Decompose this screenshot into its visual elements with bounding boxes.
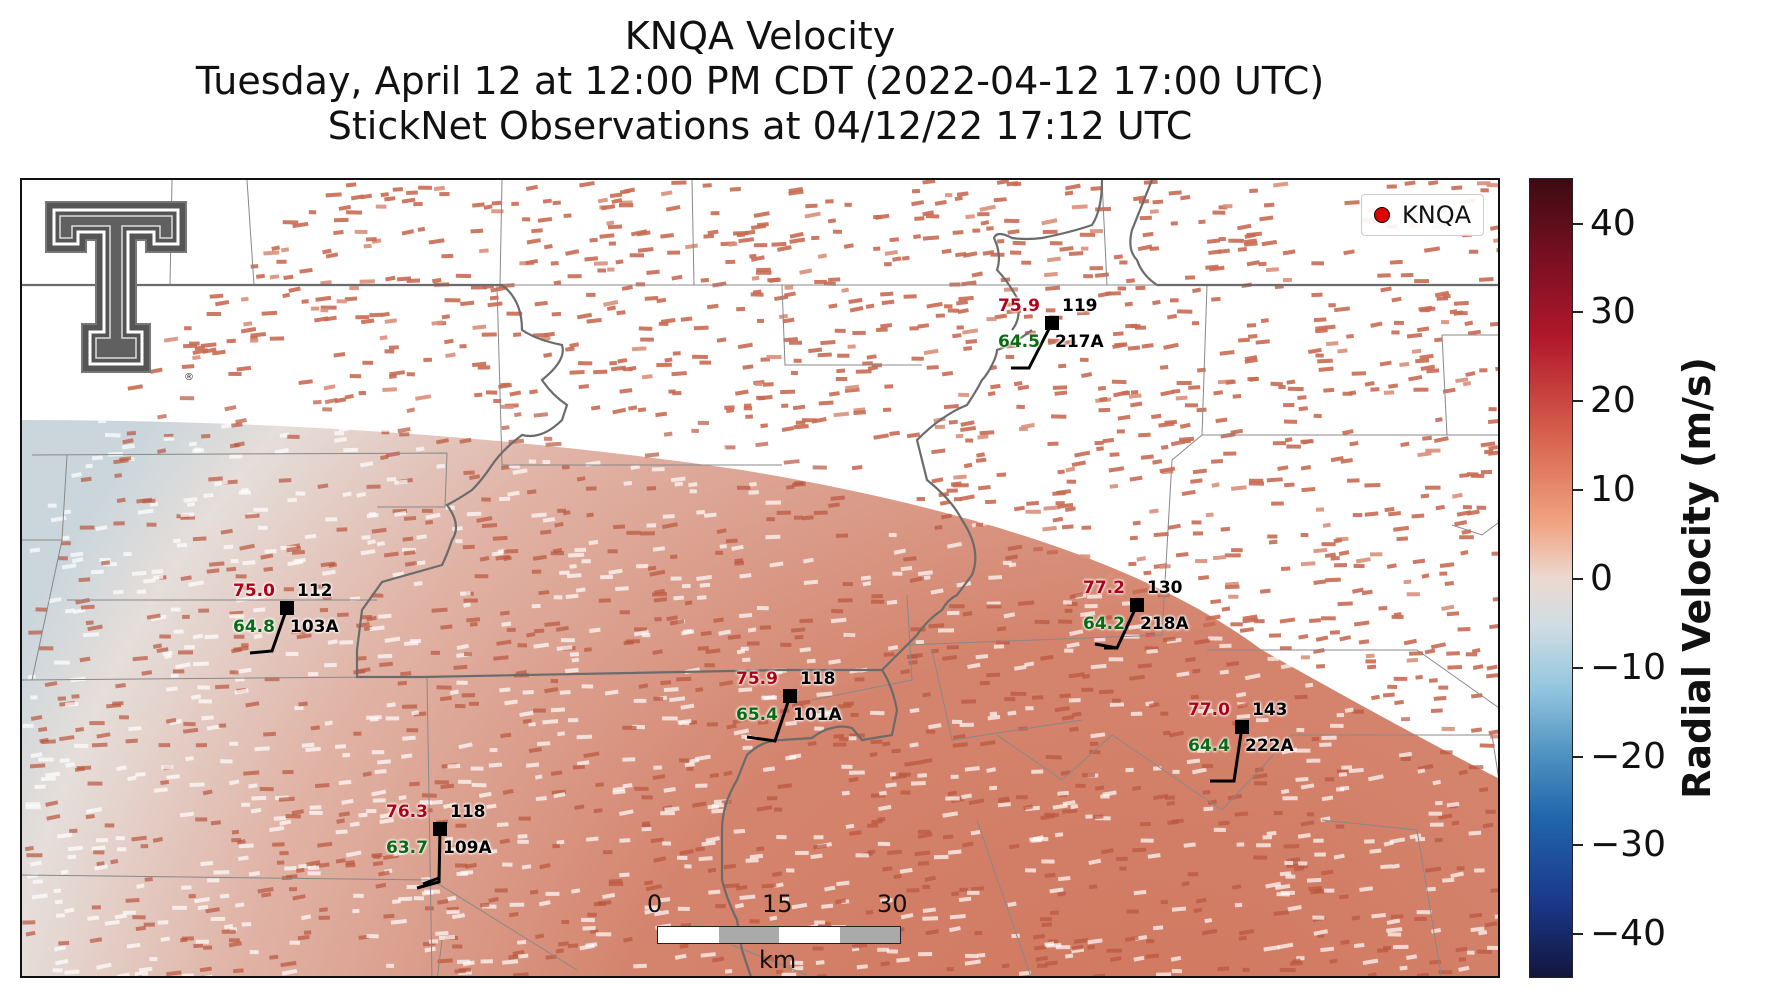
velocity-field: [22, 420, 1498, 976]
station-wind-direction: 130: [1147, 578, 1183, 598]
station-id: 109A: [443, 838, 492, 858]
colorbar-tick: [1573, 400, 1583, 402]
wind-barb-icon: [1210, 720, 1249, 783]
scale-bar: 0 15 30 km: [637, 890, 908, 974]
scale-tick-15: 15: [762, 890, 793, 918]
colorbar-tick: [1573, 756, 1583, 758]
velocity-map: [22, 180, 1498, 976]
map-legend: KNQA: [1361, 194, 1484, 236]
velocity-speckles: [22, 180, 1498, 976]
station-wind-direction: 112: [297, 581, 333, 601]
colorbar-label-neg40: −40: [1590, 913, 1666, 954]
station-dewpoint: 64.5: [998, 332, 1040, 352]
station-id: 101A: [793, 705, 842, 725]
scale-unit: km: [759, 946, 797, 974]
colorbar-label-neg10: −10: [1590, 647, 1666, 688]
velocity-colorbar: [1529, 178, 1573, 978]
colorbar-label-0: 0: [1590, 558, 1613, 599]
station-temperature: 75.9: [998, 296, 1040, 316]
colorbar-tick: [1573, 667, 1583, 669]
station-103a[interactable]: 75.0 112 64.8 103A: [233, 581, 339, 655]
registered-mark: ®: [184, 372, 194, 381]
wind-barb-icon: [1094, 598, 1144, 650]
station-218a[interactable]: 77.2 130 64.2 218A: [1083, 578, 1189, 650]
station-dewpoint: 64.4: [1188, 736, 1230, 756]
state-lines: [22, 180, 1498, 976]
wind-barb-icon: [746, 689, 797, 743]
radar-marker-icon: [1374, 207, 1390, 223]
station-dewpoint: 64.8: [233, 617, 275, 637]
title-radar: KNQA Velocity: [624, 14, 896, 58]
wind-barb-icon: [249, 601, 294, 655]
station-temperature: 76.3: [386, 802, 428, 822]
station-id: 103A: [290, 617, 339, 637]
station-222a[interactable]: 77.0 143 64.4 222A: [1188, 700, 1294, 783]
station-217a[interactable]: 75.9 119 64.5 217A: [998, 296, 1104, 370]
wind-barb-icon: [416, 822, 447, 890]
station-wind-direction: 119: [1062, 296, 1098, 316]
wind-barb-icon: [1011, 316, 1059, 370]
station-wind-direction: 118: [450, 802, 486, 822]
colorbar-tick: [1573, 578, 1583, 580]
scale-tick-0: 0: [647, 890, 663, 918]
title-datetime: Tuesday, April 12 at 12:00 PM CDT (2022-…: [195, 59, 1325, 103]
station-temperature: 75.9: [736, 669, 778, 689]
scale-segments: [657, 926, 901, 944]
station-wind-direction: 143: [1252, 700, 1288, 720]
station-id: 217A: [1055, 332, 1104, 352]
station-id: 218A: [1140, 614, 1189, 634]
colorbar-tick: [1573, 933, 1583, 935]
colorbar-label-neg30: −30: [1590, 824, 1666, 865]
figure-title: KNQA Velocity Tuesday, April 12 at 12:00…: [20, 14, 1500, 149]
station-temperature: 77.0: [1188, 700, 1230, 720]
colorbar-tick: [1573, 311, 1583, 313]
station-dewpoint: 64.2: [1083, 614, 1125, 634]
colorbar-tick: [1573, 844, 1583, 846]
station-id: 222A: [1245, 736, 1294, 756]
station-dewpoint: 65.4: [736, 705, 778, 725]
colorbar-label-20: 20: [1590, 380, 1636, 421]
station-wind-direction: 118: [800, 669, 836, 689]
colorbar-tick: [1573, 489, 1583, 491]
colorbar-tick: [1573, 223, 1583, 225]
station-109a[interactable]: 76.3 118 63.7 109A: [386, 802, 492, 890]
colorbar-label-40: 40: [1590, 203, 1636, 244]
legend-label: KNQA: [1402, 201, 1471, 229]
scale-tick-30: 30: [877, 890, 908, 918]
station-dewpoint: 63.7: [386, 838, 428, 858]
station-temperature: 75.0: [233, 581, 275, 601]
colorbar-label-30: 30: [1590, 291, 1636, 332]
station-temperature: 77.2: [1083, 578, 1125, 598]
colorbar-label-neg20: −20: [1590, 736, 1666, 777]
colorbar-label-10: 10: [1590, 469, 1636, 510]
texas-tech-logo: ®: [45, 201, 194, 381]
title-observations: StickNet Observations at 04/12/22 17:12 …: [327, 104, 1193, 148]
colorbar-title: Radial Velocity (m/s): [1675, 357, 1719, 799]
map-panel[interactable]: KNQA ® 0 15 30 km 75.9 119 64.5 217A 75.…: [20, 178, 1500, 978]
station-101a[interactable]: 75.9 118 65.4 101A: [736, 669, 842, 743]
